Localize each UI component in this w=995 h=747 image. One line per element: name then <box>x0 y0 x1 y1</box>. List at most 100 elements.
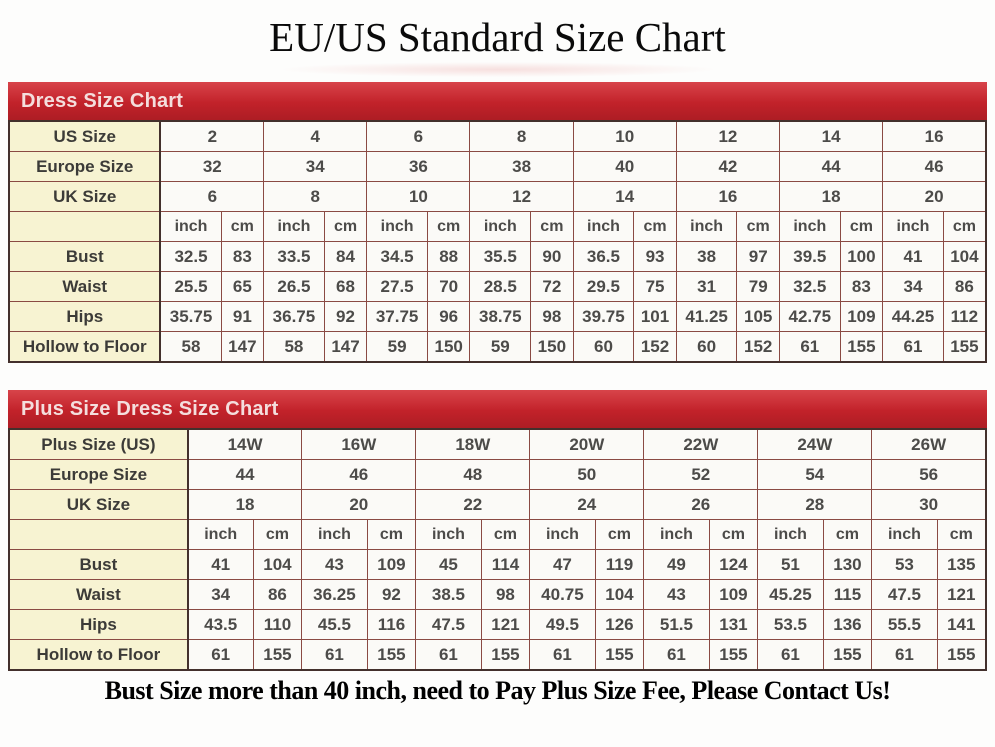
unit-cell: inch <box>871 519 938 551</box>
dress-size-table: US Size 2 4 6 8 10 12 14 16 Europe Size 32 34 36 38 40… <box>8 120 987 364</box>
measure-value-cell: 59 <box>366 331 428 363</box>
measure-value-cell: 92 <box>323 301 368 333</box>
unit-cell: cm <box>839 211 884 243</box>
size-value-cell: 52 <box>643 459 759 491</box>
measure-value-cell: 55.5 <box>871 609 938 641</box>
measure-value-cell: 83 <box>839 271 884 303</box>
size-row: Plus Size (US) 14W 16W 18W 20W 22W 24W 26W <box>8 428 987 461</box>
dress-chart-header-bar: Dress Size Chart <box>8 82 987 121</box>
measure-row: Hips 35.75 91 36.75 92 37.75 96 38.75 98 39.75 101… <box>8 301 987 333</box>
unit-cell: inch <box>159 211 222 243</box>
unit-cell: cm <box>480 519 531 551</box>
unit-cell: inch <box>301 519 368 551</box>
size-value-cell: 36 <box>366 151 471 183</box>
size-value-cell: 22 <box>415 489 531 521</box>
measure-value-cell: 109 <box>366 549 417 581</box>
measure-value-cell: 141 <box>936 609 987 641</box>
row-label: Plus Size (US) <box>8 428 189 461</box>
measure-value-cell: 45.5 <box>301 609 368 641</box>
size-value-cell: 20 <box>882 181 987 213</box>
measure-value-cell: 152 <box>736 331 780 363</box>
table-title: Plus Size Dress Size Chart <box>21 398 279 421</box>
size-chart-page: EU/US Standard Size Chart Dress Size Cha… <box>0 14 995 706</box>
measure-value-cell: 104 <box>252 549 303 581</box>
measure-value-cell: 98 <box>480 579 531 611</box>
measure-value-cell: 45 <box>415 549 482 581</box>
unit-cell: inch <box>415 519 482 551</box>
unit-cell: inch <box>675 211 738 243</box>
row-label: Bust <box>8 241 162 273</box>
measure-value-cell: 61 <box>187 639 254 671</box>
measure-value-cell: 152 <box>633 331 677 363</box>
measure-value-cell: 104 <box>942 241 987 273</box>
measure-value-cell: 47 <box>529 549 596 581</box>
measure-value-cell: 147 <box>220 331 265 363</box>
measure-value-cell: 126 <box>594 609 645 641</box>
size-value-cell: 46 <box>301 459 417 491</box>
measure-value-cell: 155 <box>252 639 303 671</box>
size-value-cell: 14 <box>572 181 677 213</box>
measure-value-cell: 61 <box>882 331 944 363</box>
measure-value-cell: 150 <box>530 331 574 363</box>
measure-value-cell: 44.25 <box>882 301 944 333</box>
measure-value-cell: 155 <box>839 331 884 363</box>
unit-row: inch cm inch cm inch cm inch cm inch cm inch cm inch… <box>8 211 987 243</box>
measure-value-cell: 28.5 <box>469 271 532 303</box>
measure-value-cell: 58 <box>159 331 222 363</box>
measure-value-cell: 34.5 <box>366 241 428 273</box>
size-value-cell: 24 <box>529 489 645 521</box>
unit-cell: inch <box>757 519 824 551</box>
measure-value-cell: 41 <box>882 241 944 273</box>
measure-value-cell: 119 <box>594 549 645 581</box>
measure-value-cell: 31 <box>675 271 738 303</box>
measure-value-cell: 68 <box>323 271 368 303</box>
measure-value-cell: 29.5 <box>572 271 635 303</box>
unit-cell: cm <box>594 519 645 551</box>
unit-cell: inch <box>263 211 325 243</box>
measure-value-cell: 59 <box>469 331 532 363</box>
size-value-cell: 26W <box>871 428 987 461</box>
row-label: UK Size <box>8 181 162 213</box>
measure-value-cell: 98 <box>530 301 574 333</box>
measure-value-cell: 109 <box>708 579 759 611</box>
measure-value-cell: 155 <box>480 639 531 671</box>
size-value-cell: 10 <box>366 181 471 213</box>
size-value-cell: 44 <box>187 459 303 491</box>
size-value-cell: 26 <box>643 489 759 521</box>
measure-value-cell: 40.75 <box>529 579 596 611</box>
unit-cell: cm <box>366 519 417 551</box>
size-value-cell: 16 <box>882 120 987 153</box>
measure-value-cell: 155 <box>942 331 987 363</box>
size-row: UK Size 6 8 10 12 14 16 18 20 <box>8 181 987 213</box>
measure-value-cell: 112 <box>942 301 987 333</box>
row-label: US Size <box>8 120 162 153</box>
size-value-cell: 14W <box>187 428 303 461</box>
size-value-cell: 8 <box>469 120 574 153</box>
unit-cell: inch <box>469 211 532 243</box>
row-label: Hollow to Floor <box>8 639 189 671</box>
size-row: US Size 2 4 6 8 10 12 14 16 <box>8 120 987 153</box>
row-label: Waist <box>8 579 189 611</box>
size-value-cell: 50 <box>529 459 645 491</box>
measure-value-cell: 34 <box>882 271 944 303</box>
size-value-cell: 18W <box>415 428 531 461</box>
measure-value-cell: 41.25 <box>675 301 738 333</box>
measure-value-cell: 155 <box>366 639 417 671</box>
dress-size-chart-section: Dress Size Chart US Size 2 4 6 8 10 12 14 16 Euro… <box>8 82 987 364</box>
size-value-cell: 6 <box>159 181 265 213</box>
measure-value-cell: 93 <box>633 241 677 273</box>
measure-value-cell: 105 <box>736 301 780 333</box>
size-value-cell: 22W <box>643 428 759 461</box>
unit-cell: cm <box>942 211 987 243</box>
measure-value-cell: 38.5 <box>415 579 482 611</box>
measure-value-cell: 47.5 <box>871 579 938 611</box>
measure-value-cell: 110 <box>252 609 303 641</box>
measure-value-cell: 72 <box>530 271 574 303</box>
row-label <box>8 211 162 243</box>
measure-value-cell: 155 <box>822 639 873 671</box>
measure-value-cell: 135 <box>936 549 987 581</box>
measure-value-cell: 32.5 <box>779 271 841 303</box>
measure-value-cell: 43 <box>301 549 368 581</box>
measure-value-cell: 84 <box>323 241 368 273</box>
measure-value-cell: 36.5 <box>572 241 635 273</box>
